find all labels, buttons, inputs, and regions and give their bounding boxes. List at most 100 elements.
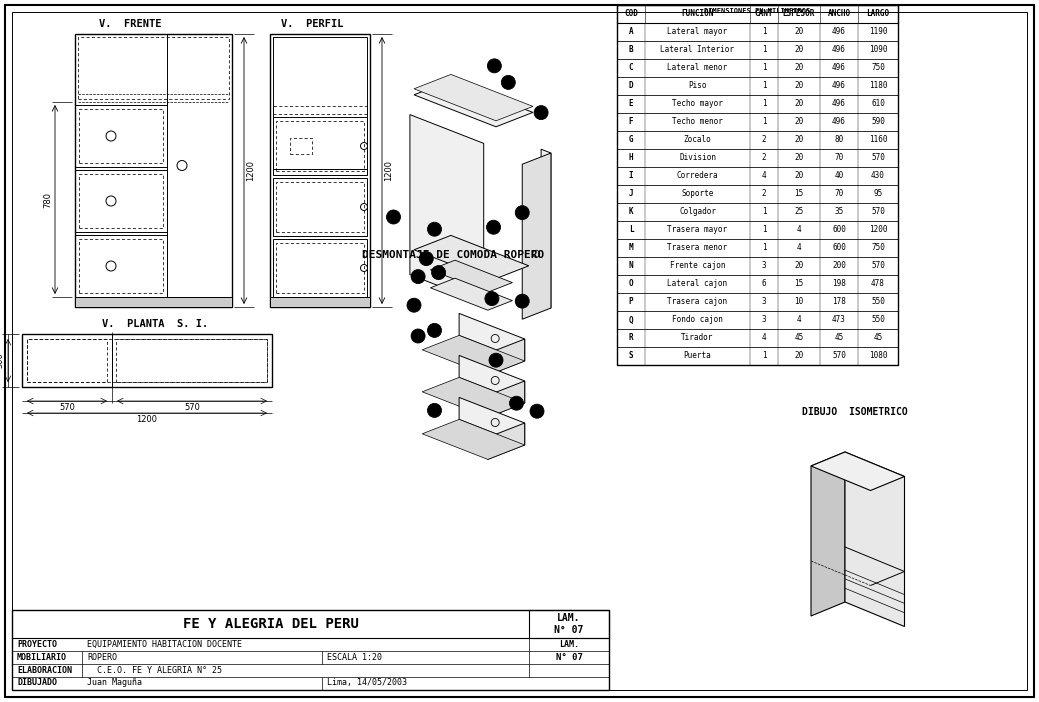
Text: 600: 600	[832, 225, 846, 234]
Text: Trasera cajon: Trasera cajon	[667, 298, 727, 307]
Text: 95: 95	[874, 190, 882, 199]
Text: Q: Q	[629, 315, 634, 324]
Bar	[617, 329, 898, 347]
Text: 570: 570	[871, 154, 885, 162]
Text: O: O	[629, 279, 634, 289]
Text: Techo menor: Techo menor	[672, 117, 723, 126]
Polygon shape	[410, 114, 484, 303]
Polygon shape	[487, 339, 525, 376]
Circle shape	[489, 353, 503, 367]
Text: 570: 570	[832, 352, 846, 361]
Bar	[617, 131, 898, 149]
Text: 500: 500	[0, 352, 4, 369]
Bar	[276, 243, 364, 293]
Text: 20: 20	[795, 81, 803, 91]
Polygon shape	[422, 378, 525, 418]
Text: Lateral mayor: Lateral mayor	[667, 27, 727, 37]
Bar	[617, 77, 898, 95]
Text: 1: 1	[762, 244, 767, 253]
Text: C.E.O. FE Y ALEGRIA N° 25: C.E.O. FE Y ALEGRIA N° 25	[97, 666, 222, 675]
Text: 1: 1	[762, 208, 767, 216]
Text: 45: 45	[874, 333, 882, 343]
Text: 1200: 1200	[246, 160, 256, 181]
Text: 496: 496	[832, 63, 846, 72]
Polygon shape	[422, 336, 525, 376]
Text: L: L	[629, 225, 634, 234]
Text: V.  PERFIL: V. PERFIL	[281, 19, 343, 29]
Text: 496: 496	[832, 100, 846, 109]
Polygon shape	[422, 419, 525, 459]
Text: 4: 4	[797, 244, 801, 253]
Text: Colgador: Colgador	[680, 208, 716, 216]
Text: 750: 750	[871, 244, 885, 253]
Text: 3: 3	[762, 262, 767, 270]
Bar	[273, 37, 367, 169]
Polygon shape	[523, 153, 551, 319]
Text: 473: 473	[832, 315, 846, 324]
Text: K: K	[629, 208, 634, 216]
Text: LAM.: LAM.	[557, 614, 581, 623]
Text: 1160: 1160	[869, 135, 887, 145]
Polygon shape	[811, 452, 905, 491]
Text: 4: 4	[797, 225, 801, 234]
Bar	[273, 178, 367, 236]
Text: H: H	[435, 268, 442, 277]
Bar	[276, 182, 364, 232]
Text: Piso: Piso	[688, 81, 707, 91]
Text: Lateral Interior: Lateral Interior	[661, 46, 735, 55]
Text: Q: Q	[492, 356, 500, 365]
Text: R: R	[534, 406, 540, 416]
Bar	[79, 239, 163, 293]
Text: 550: 550	[871, 298, 885, 307]
Text: Corredera: Corredera	[676, 171, 718, 180]
Text: P: P	[629, 298, 634, 307]
Circle shape	[515, 206, 529, 220]
Text: C: C	[416, 272, 421, 281]
Text: 1200: 1200	[136, 416, 158, 425]
Text: 20: 20	[795, 135, 803, 145]
Polygon shape	[414, 74, 533, 121]
Bar	[75, 34, 232, 307]
Text: A: A	[629, 27, 634, 37]
Text: 1080: 1080	[869, 352, 887, 361]
Bar	[617, 293, 898, 311]
Text: 200: 200	[832, 262, 846, 270]
Circle shape	[534, 105, 549, 119]
Text: 1180: 1180	[869, 81, 887, 91]
Circle shape	[427, 223, 442, 236]
Text: 2: 2	[762, 154, 767, 162]
Text: N: N	[629, 262, 634, 270]
Text: 4: 4	[762, 333, 767, 343]
Text: Lateral menor: Lateral menor	[667, 63, 727, 72]
Text: EQUIPAMIENTO HABITACION DOCENTE: EQUIPAMIENTO HABITACION DOCENTE	[87, 640, 242, 649]
Text: 570: 570	[871, 262, 885, 270]
Text: 1190: 1190	[869, 27, 887, 37]
Polygon shape	[487, 381, 525, 418]
Bar	[290, 138, 312, 154]
Circle shape	[420, 251, 433, 265]
Text: 20: 20	[795, 117, 803, 126]
Bar	[270, 34, 370, 307]
Text: Soporte: Soporte	[682, 190, 714, 199]
Bar	[167, 34, 232, 297]
Text: C: C	[629, 63, 634, 72]
Text: 570: 570	[871, 208, 885, 216]
Circle shape	[515, 294, 529, 308]
Bar	[617, 5, 898, 365]
Bar	[75, 105, 167, 167]
Text: ELABORACION: ELABORACION	[17, 666, 72, 675]
Text: Frente cajon: Frente cajon	[670, 262, 725, 270]
Text: Trasera menor: Trasera menor	[667, 244, 727, 253]
Text: 20: 20	[795, 27, 803, 37]
Text: 496: 496	[832, 46, 846, 55]
Text: I: I	[425, 254, 428, 263]
Text: 3: 3	[762, 298, 767, 307]
Text: 20: 20	[795, 46, 803, 55]
Text: J: J	[507, 78, 510, 87]
Text: 780: 780	[44, 192, 53, 208]
Text: M: M	[629, 244, 634, 253]
Text: 15: 15	[795, 279, 803, 289]
Bar	[617, 347, 898, 365]
Bar	[273, 106, 367, 114]
Text: 1: 1	[762, 63, 767, 72]
